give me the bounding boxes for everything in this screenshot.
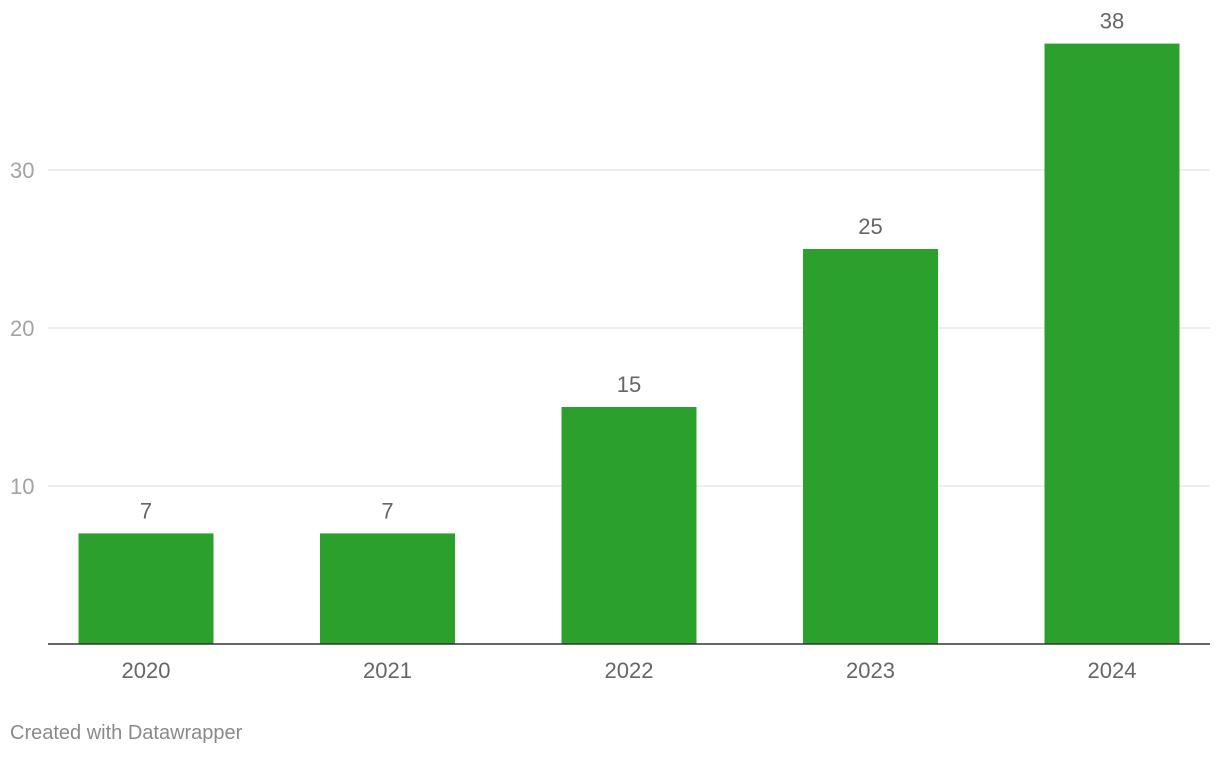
data-label: 25	[858, 214, 882, 239]
data-label: 38	[1100, 9, 1124, 34]
x-tick-label: 2023	[846, 658, 895, 683]
bar	[561, 407, 697, 644]
data-label: 7	[140, 498, 152, 523]
x-tick-label: 2020	[122, 658, 171, 683]
x-tick-label: 2024	[1088, 658, 1137, 683]
bar	[320, 533, 455, 644]
y-tick-label: 10	[10, 474, 34, 499]
credit-text: Created with Datawrapper	[10, 722, 243, 744]
x-tick-label: 2022	[605, 658, 654, 683]
y-tick-label: 30	[10, 158, 34, 183]
x-tick-label: 2021	[363, 658, 412, 683]
y-tick-label: 20	[10, 316, 34, 341]
bar	[78, 533, 214, 644]
bar	[803, 249, 938, 644]
data-label: 7	[381, 498, 393, 523]
bar	[1044, 43, 1180, 645]
bar-chart: 10 20 30 7 2020 7 2021 15 2022 25 2023 38 2024	[10, 9, 1210, 683]
data-label: 15	[617, 372, 641, 397]
